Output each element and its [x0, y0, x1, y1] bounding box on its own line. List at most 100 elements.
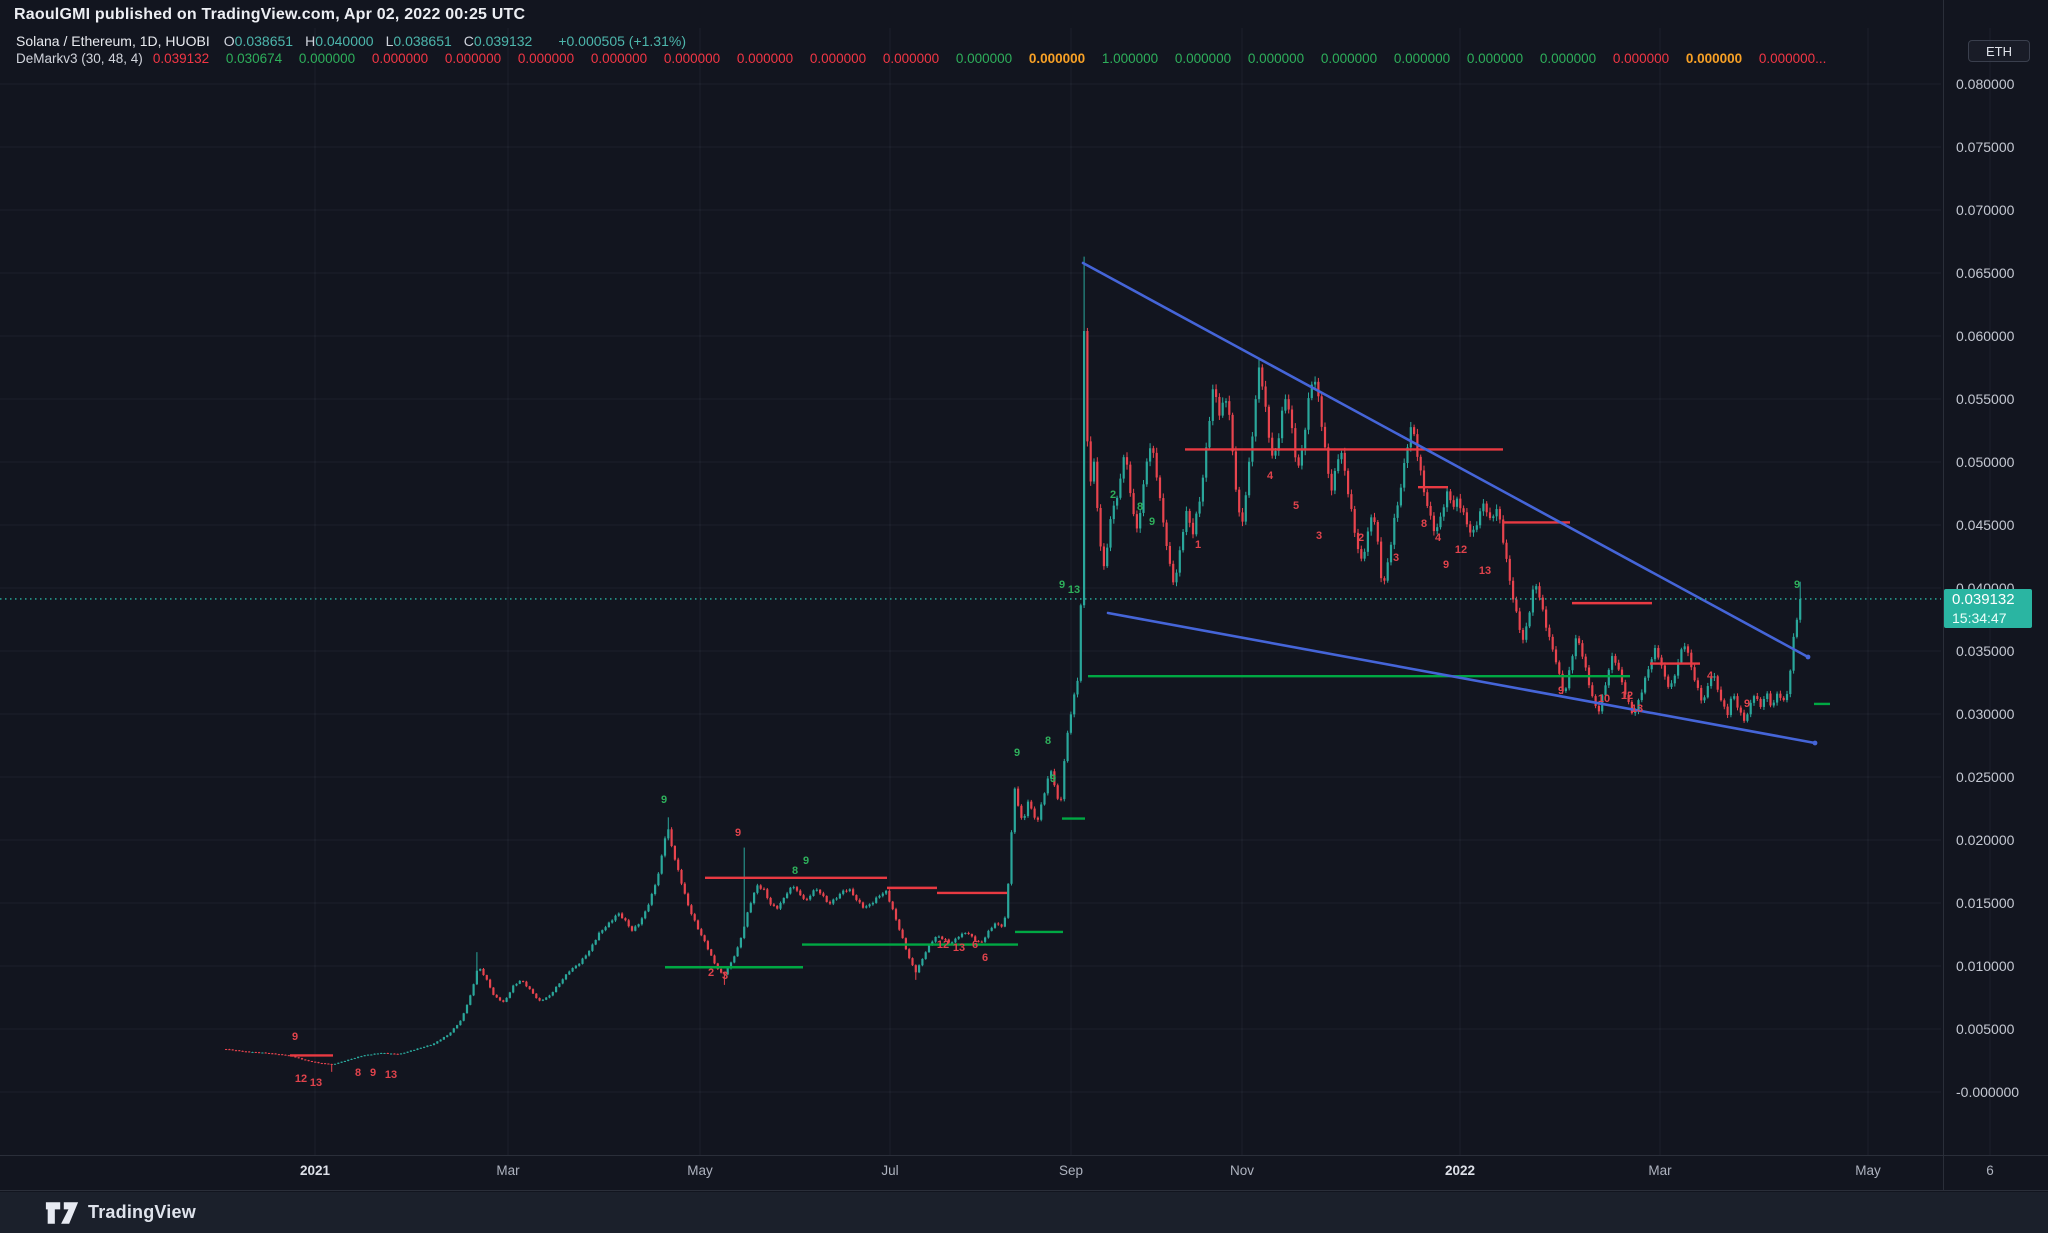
candle-down	[1158, 477, 1162, 499]
candle-down	[1135, 514, 1138, 529]
indicator-value: 0.000000	[736, 51, 794, 66]
candle-up	[1409, 427, 1412, 448]
candle-up	[1403, 463, 1406, 488]
candle-down	[1465, 512, 1468, 525]
candle-down	[1218, 397, 1221, 416]
candle-up	[1145, 461, 1148, 485]
demark-count: 13	[310, 1077, 322, 1089]
demark-count: 9	[661, 794, 667, 806]
candle-down	[1498, 509, 1501, 520]
candle-up	[1746, 714, 1749, 721]
candle-up	[564, 974, 568, 980]
candle-up	[343, 1061, 346, 1063]
candle-down	[673, 846, 676, 860]
candle-up	[1277, 438, 1280, 451]
candle-up	[333, 1063, 337, 1065]
candle-up	[1244, 495, 1247, 522]
indicator-value: 0.000000	[1320, 51, 1378, 66]
candle-down	[1558, 662, 1561, 674]
demark-count: 13	[1479, 565, 1491, 577]
candle-down	[1449, 491, 1452, 501]
ohlc-field: O0.038651	[223, 33, 294, 49]
candle-down	[277, 1054, 280, 1056]
candle-up	[403, 1052, 406, 1054]
candle-down	[228, 1049, 231, 1051]
candle-down	[1030, 801, 1033, 809]
candle-down	[1017, 788, 1020, 806]
candle-down	[304, 1059, 307, 1061]
trendline	[1081, 261, 1810, 659]
candle-up	[1528, 612, 1531, 627]
demark-count: 3	[722, 970, 728, 982]
indicator-value: 0.000000	[1393, 51, 1451, 66]
time-tick-label: May	[1855, 1163, 1881, 1178]
candle-up	[667, 829, 670, 839]
candle-down	[1096, 461, 1099, 508]
indicator-legend[interactable]: DeMarkv3 (30, 48, 4) 0.039132 0.030674 0.0…	[16, 51, 1832, 66]
candle-up	[786, 893, 789, 898]
candle-up	[657, 873, 660, 886]
candle-up	[1399, 487, 1402, 506]
candle-up	[578, 963, 581, 966]
candle-down	[284, 1054, 287, 1056]
demark-count: 9	[370, 1067, 376, 1079]
tradingview-logo[interactable]: TradingView	[45, 1201, 196, 1225]
candle-up	[739, 937, 742, 948]
candle-down	[1660, 657, 1663, 666]
candle-up	[1175, 572, 1178, 583]
candle-up	[1106, 547, 1109, 567]
candle-up	[789, 887, 792, 894]
trendline-endpoint	[1805, 654, 1811, 660]
candle-down	[759, 885, 762, 889]
candle-up	[370, 1054, 373, 1056]
candle-down	[1743, 712, 1746, 721]
candle-down	[908, 949, 911, 959]
candle-down	[720, 968, 723, 973]
demark-count: 9	[803, 855, 809, 867]
time-tick-label: Sep	[1058, 1163, 1084, 1178]
candle-down	[1782, 697, 1785, 701]
candle-down	[1422, 470, 1426, 493]
last-price-label[interactable]: 0.039132 15:34:47	[1944, 589, 2032, 628]
symbol-legend[interactable]: Solana / Ethereum, 1D, HUOBI O0.038651 H0…	[16, 33, 686, 49]
candle-up	[812, 890, 815, 896]
indicator-value: 0.000000	[298, 51, 356, 66]
candle-down	[970, 934, 973, 937]
price-tick-label: -0.000000	[1956, 1084, 2020, 1100]
time-tick-label: May	[687, 1163, 713, 1178]
candle-up	[512, 985, 515, 993]
candle-up	[865, 906, 868, 908]
symbol-title[interactable]: Solana / Ethereum, 1D, HUOBI	[16, 33, 210, 49]
candle-up	[1729, 698, 1732, 716]
candle-down	[1125, 457, 1129, 465]
candle-down	[766, 889, 769, 898]
candle-down	[1521, 629, 1525, 640]
candle-down	[1215, 389, 1218, 398]
candle-up	[1337, 459, 1340, 472]
candle-down	[997, 923, 1000, 925]
demark-count: 1	[1195, 539, 1201, 551]
quote-currency-button[interactable]: ETH	[1968, 40, 2030, 62]
indicator-value: 0.000000	[1466, 51, 1524, 66]
candle-down	[855, 895, 858, 900]
candle-up	[1710, 677, 1713, 687]
demark-count: 8	[355, 1067, 361, 1079]
candle-up	[1208, 420, 1211, 448]
candle-up	[1455, 498, 1459, 507]
candle-up	[1792, 636, 1795, 671]
candle-up	[1063, 761, 1066, 800]
candle-down	[274, 1053, 277, 1055]
candle-down	[693, 914, 696, 921]
price-tick-label: 0.055000	[1956, 391, 2015, 407]
price-tick-label: 0.025000	[1956, 769, 2015, 785]
candle-up	[729, 962, 733, 969]
candle-down	[1162, 498, 1165, 523]
candle-down	[1554, 649, 1558, 663]
price-tick-label: 0.035000	[1956, 643, 2015, 659]
candle-up	[423, 1046, 426, 1048]
candle-down	[248, 1051, 251, 1053]
candle-up	[1795, 619, 1798, 637]
indicator-title[interactable]: DeMarkv3 (30, 48, 4)	[16, 51, 143, 66]
